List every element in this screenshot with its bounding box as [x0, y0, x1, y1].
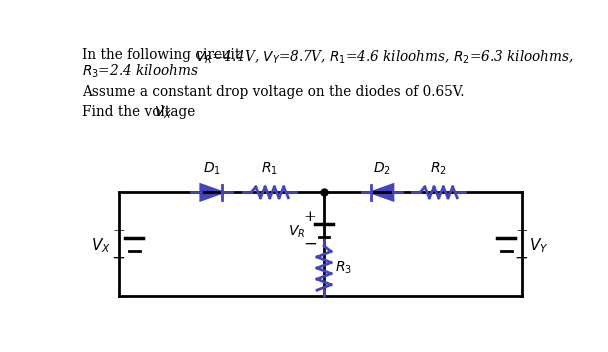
- Text: $R_1$: $R_1$: [261, 161, 278, 177]
- Text: Assume a constant drop voltage on the diodes of 0.65V.: Assume a constant drop voltage on the di…: [82, 84, 465, 99]
- Text: Find the voltage: Find the voltage: [82, 105, 200, 119]
- Text: −: −: [515, 250, 528, 267]
- Text: −: −: [303, 236, 317, 253]
- Text: $V_Y$: $V_Y$: [530, 237, 549, 255]
- Text: $V_X$: $V_X$: [91, 237, 111, 255]
- Text: −: −: [112, 250, 126, 267]
- Polygon shape: [201, 185, 223, 200]
- Text: $R_3$=2.4 kiloohms: $R_3$=2.4 kiloohms: [82, 63, 199, 80]
- Text: $R_3$: $R_3$: [335, 260, 352, 276]
- Text: $D_1$: $D_1$: [202, 161, 221, 177]
- Text: $V_X$: $V_X$: [153, 105, 171, 121]
- Text: +: +: [303, 210, 316, 224]
- Polygon shape: [371, 185, 393, 200]
- Text: $V_R$=4.4V, $V_Y$=8.7V, $R_1$=4.6 kiloohms, $R_2$=6.3 kiloohms,: $V_R$=4.4V, $V_Y$=8.7V, $R_1$=4.6 kilooh…: [195, 49, 573, 66]
- Text: +: +: [515, 224, 528, 238]
- Text: +: +: [112, 224, 125, 238]
- Text: $V_R$: $V_R$: [288, 224, 305, 240]
- Text: $D_2$: $D_2$: [373, 161, 391, 177]
- Text: In the following circuit: In the following circuit: [82, 49, 245, 62]
- Text: $R_2$: $R_2$: [430, 161, 447, 177]
